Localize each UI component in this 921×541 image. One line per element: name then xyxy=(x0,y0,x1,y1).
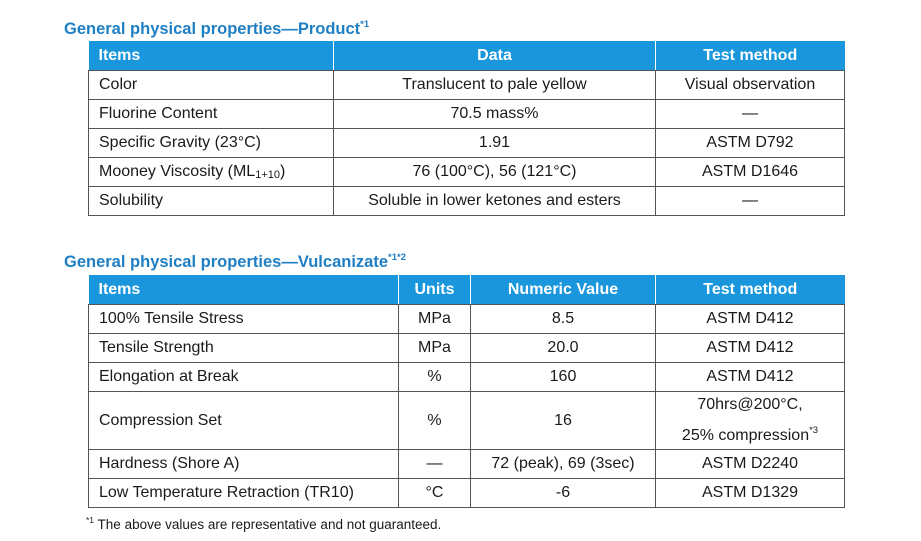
table-row: Hardness (Shore A) — 72 (peak), 69 (3sec… xyxy=(88,449,845,479)
item-cell: Elongation at Break xyxy=(88,362,399,392)
product-properties-table: Items Data Test method Color Translucent… xyxy=(88,41,845,216)
item-cell: Specific Gravity (23°C) xyxy=(88,128,334,158)
item-text: Mooney Viscosity (ML xyxy=(99,163,256,180)
item-cell: Compression Set xyxy=(88,391,399,450)
table-header-row: Items Units Numeric Value Test method xyxy=(88,275,845,305)
item-cell: Tensile Strength xyxy=(88,333,399,363)
product-title-footnote-mark: *1 xyxy=(360,19,370,30)
table-row: Mooney Viscosity (ML1+10) 76 (100°C), 56… xyxy=(88,157,845,187)
test-method-cell: ASTM D412 xyxy=(655,362,845,392)
item-cell: 100% Tensile Stress xyxy=(88,304,399,334)
data-cell: 1.91 xyxy=(333,128,656,158)
item-text-end: ) xyxy=(279,163,286,180)
table-row: Tensile Strength MPa 20.0 ASTM D412 xyxy=(88,333,845,363)
test-method-cell: ASTM D2240 xyxy=(655,449,845,479)
header-data: Data xyxy=(333,41,656,71)
product-section-title: General physical properties—Product*1 xyxy=(64,19,369,39)
table-row: Compression Set % 16 70hrs@200°C, 25% com… xyxy=(88,391,845,450)
test-method-cell: — xyxy=(655,186,845,216)
value-cell: 16 xyxy=(470,391,656,450)
test-method-cell: — xyxy=(655,99,845,129)
product-title-text: General physical properties—Product xyxy=(64,20,361,38)
test-method-line-2: 25% compression xyxy=(681,427,810,444)
header-numeric-value: Numeric Value xyxy=(470,275,656,305)
table-row: 100% Tensile Stress MPa 8.5 ASTM D412 xyxy=(88,304,845,334)
test-method-cell: Visual observation xyxy=(655,70,845,100)
test-method-cell: ASTM D412 xyxy=(655,333,845,363)
vulcanizate-section-title: General physical properties—Vulcanizate*… xyxy=(64,252,406,272)
header-units: Units xyxy=(398,275,471,305)
table-row: Solubility Soluble in lower ketones and … xyxy=(88,186,845,216)
header-items: Items xyxy=(88,275,399,305)
value-cell: 8.5 xyxy=(470,304,656,334)
units-cell: — xyxy=(398,449,471,479)
footnote-text: The above values are representative and … xyxy=(94,517,442,532)
footnote-mark: *1 xyxy=(86,515,95,525)
table-row: Specific Gravity (23°C) 1.91 ASTM D792 xyxy=(88,128,845,158)
data-cell: Translucent to pale yellow xyxy=(333,70,656,100)
vulcanizate-title-text: General physical properties—Vulcanizate xyxy=(64,253,389,271)
data-cell: Soluble in lower ketones and esters xyxy=(333,186,656,216)
footnote: *1 The above values are representative a… xyxy=(86,515,441,532)
data-cell: 76 (100°C), 56 (121°C) xyxy=(333,157,656,187)
data-cell: 70.5 mass% xyxy=(333,99,656,129)
item-subscript: 1+10 xyxy=(255,169,280,181)
vulcanizate-properties-table: Items Units Numeric Value Test method 10… xyxy=(88,275,845,508)
table-row: Color Translucent to pale yellow Visual … xyxy=(88,70,845,100)
item-cell: Color xyxy=(88,70,334,100)
test-method-cell: ASTM D412 xyxy=(655,304,845,334)
item-cell: Mooney Viscosity (ML1+10) xyxy=(88,157,334,187)
item-cell: Solubility xyxy=(88,186,334,216)
table-header-row: Items Data Test method xyxy=(88,41,845,71)
test-method-cell: 70hrs@200°C, 25% compression*3 xyxy=(655,391,845,450)
test-method-cell: ASTM D1329 xyxy=(655,478,845,508)
test-method-cell: ASTM D1646 xyxy=(655,157,845,187)
header-test-method: Test method xyxy=(655,275,845,305)
value-cell: 160 xyxy=(470,362,656,392)
test-method-line-1: 70hrs@200°C, xyxy=(697,396,803,413)
header-items: Items xyxy=(88,41,334,71)
units-cell: °C xyxy=(398,478,471,508)
header-test-method: Test method xyxy=(655,41,845,71)
item-cell: Fluorine Content xyxy=(88,99,334,129)
value-cell: 20.0 xyxy=(470,333,656,363)
vulcanizate-title-footnote-mark: *1*2 xyxy=(388,252,406,263)
units-cell: % xyxy=(398,362,471,392)
units-cell: MPa xyxy=(398,304,471,334)
value-cell: 72 (peak), 69 (3sec) xyxy=(470,449,656,479)
table-row: Low Temperature Retraction (TR10) °C -6 … xyxy=(88,478,845,508)
item-cell: Low Temperature Retraction (TR10) xyxy=(88,478,399,508)
test-method-cell: ASTM D792 xyxy=(655,128,845,158)
test-method-footnote-mark: *3 xyxy=(809,425,819,436)
table-row: Elongation at Break % 160 ASTM D412 xyxy=(88,362,845,392)
item-cell: Hardness (Shore A) xyxy=(88,449,399,479)
value-cell: -6 xyxy=(470,478,656,508)
units-cell: % xyxy=(398,391,471,450)
units-cell: MPa xyxy=(398,333,471,363)
table-row: Fluorine Content 70.5 mass% — xyxy=(88,99,845,129)
